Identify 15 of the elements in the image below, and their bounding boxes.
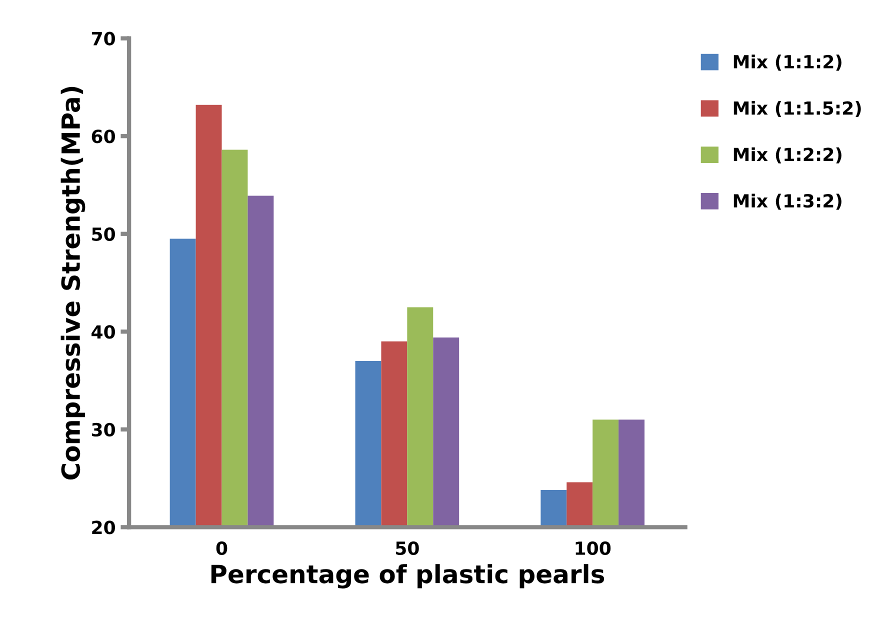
y-tick-label: 50 (92, 227, 115, 241)
x-tick-label: 0 (216, 541, 228, 556)
y-tick-label: 60 (92, 130, 115, 144)
x-tick-label: 100 (576, 541, 611, 556)
legend-label: Mix (1:1:2) (734, 54, 842, 71)
y-tick-label: 30 (92, 422, 115, 437)
legend-label: Mix (1:2:2) (734, 147, 842, 164)
y-axis-title: Compressive Strength(MPa) (60, 86, 86, 480)
y-tick-label: 20 (92, 520, 115, 534)
legend-label: Mix (1:1.5:2) (734, 100, 861, 118)
x-tick-label: 50 (396, 541, 419, 556)
legend-label: Mix (1:3:2) (734, 194, 842, 210)
x-axis-title: Percentage of plastic pearls (211, 564, 604, 588)
y-tick-label: 40 (92, 325, 115, 339)
y-tick-label: 70 (92, 32, 115, 46)
